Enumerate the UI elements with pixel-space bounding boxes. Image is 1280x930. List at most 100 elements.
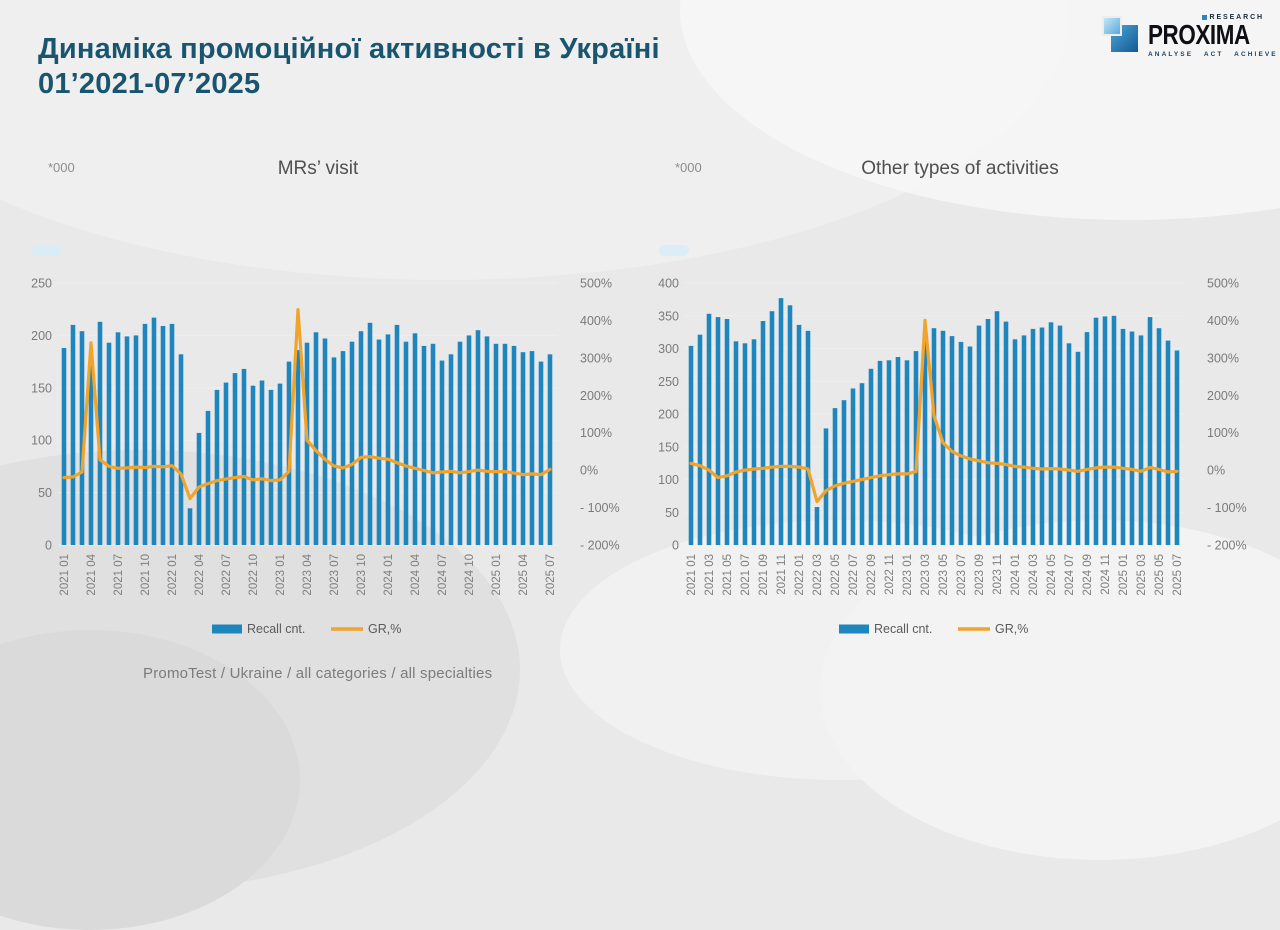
bar	[850, 388, 856, 545]
x-axis-label: 2021 04	[86, 553, 98, 595]
legend-bar-swatch	[212, 624, 242, 634]
bar	[133, 335, 139, 545]
bar	[706, 313, 712, 545]
page-title: Динаміка промоційної активності в Україн…	[38, 32, 660, 103]
bar	[1174, 350, 1180, 545]
page-title-line1: Динаміка промоційної активності в Україн…	[38, 33, 660, 65]
chart-title: MRs’ visit	[277, 158, 359, 179]
right-axis-label: 500%	[580, 277, 612, 291]
left-axis-label: 150	[31, 381, 52, 395]
bar	[1111, 315, 1117, 546]
x-axis-label: 2025 03	[1136, 554, 1148, 596]
bar	[823, 428, 829, 545]
bar	[241, 368, 247, 545]
bar	[331, 357, 337, 545]
page-title-line2: 01’2021-07’2025	[38, 68, 261, 101]
chart-other-activities: *000 Other types of activities 0 50 100 150…	[645, 152, 1275, 649]
bar	[106, 342, 112, 545]
x-axis-label: 2022 04	[194, 553, 206, 595]
bar	[259, 380, 265, 545]
left-axis-label: 250	[658, 375, 679, 389]
bar	[295, 350, 301, 545]
right-axis-label: - 100%	[580, 501, 620, 515]
axis-unit-label: *000	[48, 160, 75, 175]
x-axis-label: 2023 11	[992, 554, 1004, 595]
bar	[976, 325, 982, 545]
left-axis-label: 100	[31, 434, 52, 448]
bar	[1120, 328, 1126, 545]
bar	[949, 336, 955, 545]
right-axis-label: - 200%	[580, 539, 620, 553]
bar	[205, 410, 211, 545]
bar	[778, 298, 784, 545]
left-axis-label: 350	[658, 309, 679, 323]
bar	[268, 389, 274, 545]
bar	[349, 341, 355, 545]
proxima-logo: RESEARCH PROXIMA ANALYSE ACT ACHIEVE	[1103, 14, 1278, 58]
bar	[841, 400, 847, 545]
bar	[985, 319, 991, 545]
left-axis-label: 400	[658, 277, 679, 291]
x-axis-label: 2023 04	[302, 553, 314, 595]
logo-brand-label: PROXIMA	[1148, 19, 1250, 50]
legend-line-label: GR,%	[995, 622, 1028, 636]
x-axis-label: 2021 01	[686, 554, 698, 596]
bar	[187, 508, 193, 545]
x-axis-label: 2022 01	[794, 554, 806, 596]
chart-mrs-visit: *000 MRs’ visit 0 50 100 150 200 250 - 200% - 1…	[18, 152, 620, 649]
bar	[931, 328, 937, 545]
bar	[439, 360, 445, 545]
bar	[805, 330, 811, 545]
gr-line	[62, 307, 552, 501]
legend-line-label: GR,%	[368, 622, 401, 636]
right-axis-label: 400%	[1207, 314, 1239, 328]
x-axis-label: 2023 01	[275, 554, 287, 596]
legend-bar-label: Recall cnt.	[247, 622, 305, 636]
bar	[529, 351, 535, 545]
right-axis-label: 300%	[1207, 351, 1239, 365]
bar	[1156, 328, 1162, 545]
bar	[385, 334, 391, 545]
proxima-logo-mark-icon	[1103, 17, 1141, 55]
x-axis-label: 2025 04	[518, 553, 530, 595]
left-axis-label: 200	[658, 408, 679, 422]
bar	[1012, 339, 1018, 545]
logo-tagline-label: ANALYSE ACT ACHIEVE	[1148, 51, 1278, 58]
bar	[430, 343, 436, 545]
right-axis-label: 200%	[580, 389, 612, 403]
x-axis-label: 2023 03	[920, 554, 932, 596]
bar	[79, 331, 85, 545]
bar	[376, 339, 382, 545]
left-axis-label: 50	[38, 486, 52, 500]
bar	[1093, 317, 1099, 545]
bar	[1138, 335, 1144, 545]
bar	[1129, 331, 1135, 545]
x-axis-label: 2021 09	[758, 554, 770, 596]
x-axis-label: 2022 07	[848, 554, 860, 596]
right-axis-label: - 200%	[1207, 539, 1247, 553]
x-axis-label: 2022 09	[866, 554, 878, 596]
faded-highlight	[32, 245, 62, 256]
x-axis-label: 2024 09	[1082, 554, 1094, 596]
left-axis-label: 250	[31, 277, 52, 291]
x-axis-label: 2023 01	[902, 554, 914, 596]
bar	[520, 352, 526, 545]
x-axis-label: 2022 11	[884, 554, 896, 595]
right-axis-label: 300%	[580, 351, 612, 365]
bar	[151, 317, 157, 545]
bars-series	[688, 298, 1180, 546]
bar	[223, 382, 229, 545]
bar	[214, 389, 220, 545]
right-axis-label: 0%	[1207, 464, 1225, 478]
x-axis-label: 2024 07	[437, 554, 449, 596]
x-axis-label: 2021 07	[740, 554, 752, 596]
bar	[304, 342, 310, 545]
bar	[688, 345, 694, 545]
bar	[886, 360, 892, 545]
bar	[358, 331, 364, 545]
bar	[88, 361, 94, 545]
right-axis-label: 0%	[580, 464, 598, 478]
bar	[751, 339, 757, 545]
bar	[115, 332, 121, 545]
legend: Recall cnt. GR,%	[212, 622, 401, 636]
